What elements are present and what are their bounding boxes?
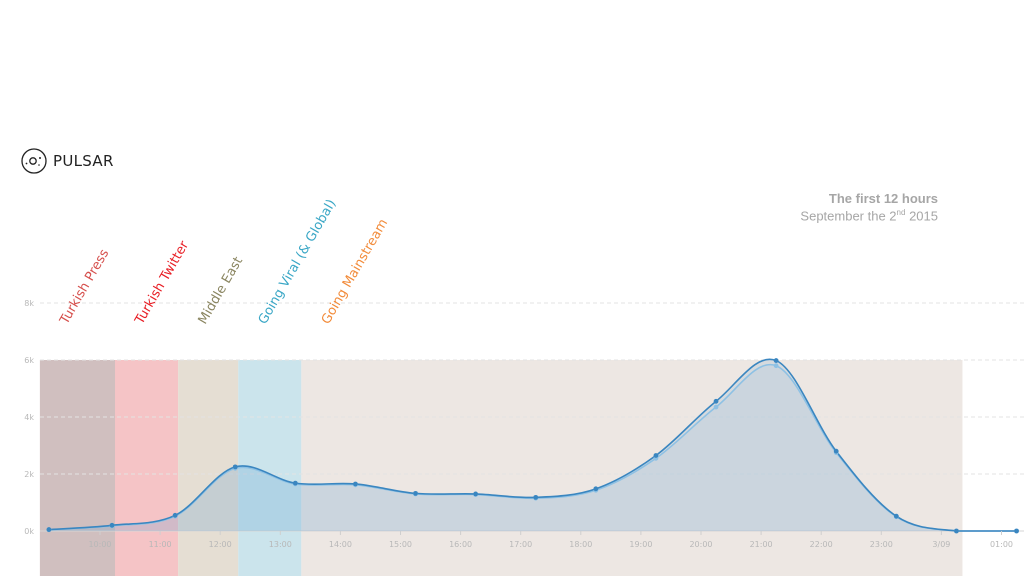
x-tick-label: 20:00: [689, 540, 712, 549]
phase-label-1: Turkish Twitter: [132, 238, 193, 328]
x-tick-label: 11:00: [149, 540, 172, 549]
data-point: [232, 464, 238, 470]
x-tick-label: 3/09: [932, 540, 950, 549]
data-point: [533, 494, 539, 500]
data-point: [713, 398, 719, 404]
phase-label-2: Middle East: [196, 254, 247, 327]
data-point: [954, 528, 959, 534]
brand: PULSAR: [21, 148, 114, 174]
x-tick-label: 15:00: [389, 540, 412, 549]
x-axis-ticks: 10:00 11:00 12:00 13:00 14:00 15:00 16:00 17:00…: [88, 531, 1013, 549]
x-tick-label: 12:00: [209, 540, 232, 549]
series-area-1: [48, 364, 1017, 531]
phase-bands: [39, 360, 963, 576]
data-point: [593, 486, 599, 492]
phase-label-4: Going Mainstream: [319, 217, 391, 327]
subtitle-superscript: nd: [896, 208, 906, 217]
x-tick-label: 19:00: [629, 540, 652, 549]
data-point: [46, 527, 52, 532]
y-tick-label: 4k: [24, 413, 34, 422]
subtitle-suffix: 2015: [905, 208, 938, 224]
grid-lines: [40, 302, 1024, 532]
x-tick-label: 13:00: [269, 540, 292, 549]
x-tick-label: 01:00: [990, 540, 1013, 549]
data-point: [1014, 528, 1019, 534]
data-point: [773, 358, 779, 363]
series-area-0: [48, 359, 1017, 531]
data-point: [893, 513, 899, 519]
phase-labels: Turkish Press Turkish Twitter Middle East G…: [57, 197, 391, 328]
data-point: [713, 404, 719, 410]
phase-label-0: Turkish Press: [57, 247, 113, 328]
x-tick-label: 10:00: [88, 540, 111, 549]
pulsar-logo-icon: [21, 148, 47, 174]
data-point: [773, 363, 779, 369]
subtitle-prefix: September the 2: [800, 208, 897, 224]
series-lines: [48, 358, 1017, 532]
data-point: [413, 490, 418, 496]
data-point: [473, 491, 479, 497]
data-point: [292, 480, 298, 486]
data-point: [172, 512, 178, 518]
phase-band-2: [178, 360, 239, 576]
y-tick-label: 2k: [24, 470, 34, 479]
chart-subtitle: September the 2nd 2015: [800, 208, 938, 223]
x-tick-label: 18:00: [569, 540, 592, 549]
y-tick-label: 0k: [24, 527, 34, 536]
x-tick-label: 21:00: [750, 540, 773, 549]
series-line-0: [48, 358, 1017, 532]
series-points: [46, 358, 1019, 534]
y-axis-ticks: 0k 2k 4k 6k 8k: [24, 299, 34, 536]
data-point: [109, 522, 115, 528]
y-tick-label: 8k: [24, 299, 34, 308]
phase-band-1: [115, 360, 179, 576]
x-tick-label: 14:00: [329, 540, 352, 549]
data-point: [833, 448, 839, 454]
x-tick-label: 17:00: [509, 540, 532, 549]
phase-band-4: [301, 360, 963, 576]
data-point: [353, 481, 358, 487]
x-tick-label: 22:00: [810, 540, 833, 549]
phase-band-0: [39, 360, 116, 576]
chart-title: The first 12 hours: [828, 191, 938, 206]
x-tick-label: 23:00: [870, 540, 893, 549]
brand-name: PULSAR: [53, 152, 114, 170]
y-tick-label: 6k: [24, 356, 34, 365]
area-fills: [48, 359, 1017, 531]
data-point: [653, 453, 659, 458]
x-tick-label: 16:00: [449, 540, 472, 549]
